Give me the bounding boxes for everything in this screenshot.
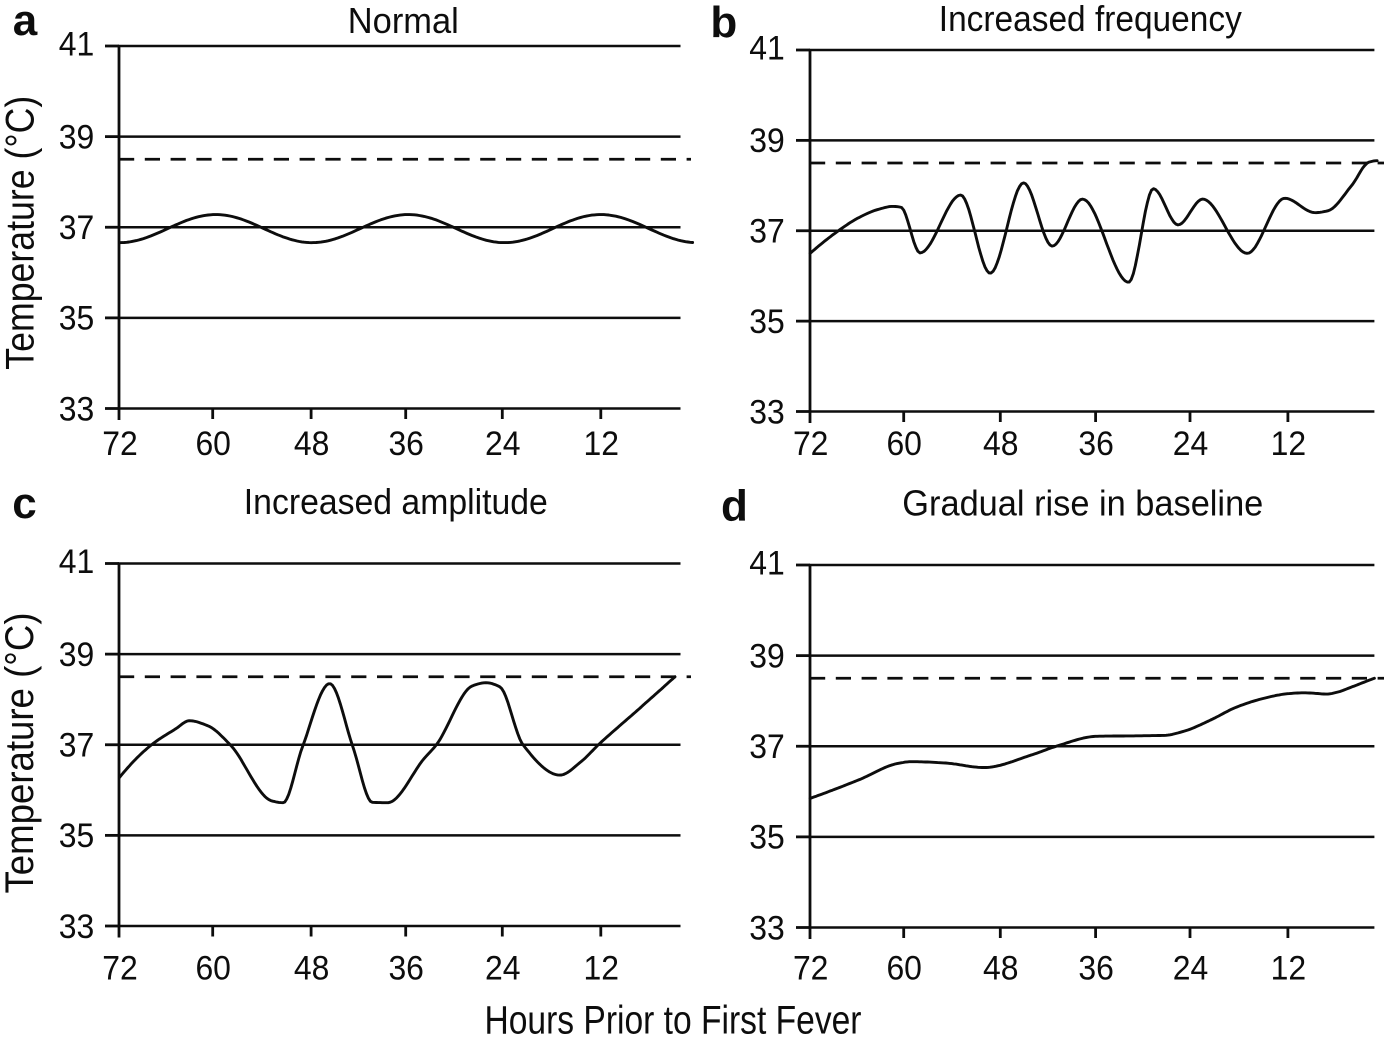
svg-text:12: 12 [584,950,620,988]
svg-text:39: 39 [749,637,785,675]
svg-text:Temperature (°C): Temperature (°C) [0,613,42,894]
svg-text:48: 48 [294,425,330,463]
svg-text:Temperature (°C): Temperature (°C) [0,96,43,370]
svg-text:41: 41 [59,25,95,63]
svg-text:33: 33 [59,390,95,428]
svg-text:37: 37 [749,728,785,766]
svg-text:c: c [12,479,36,528]
svg-text:Increased frequency: Increased frequency [939,0,1242,39]
svg-text:36: 36 [388,425,424,463]
svg-text:36: 36 [388,950,424,988]
svg-text:33: 33 [749,393,785,431]
svg-text:12: 12 [1271,950,1307,988]
svg-text:36: 36 [1078,950,1114,988]
svg-text:37: 37 [59,209,95,247]
svg-text:60: 60 [886,950,922,988]
svg-text:36: 36 [1078,425,1114,463]
svg-text:33: 33 [59,908,95,946]
svg-text:24: 24 [485,425,521,463]
svg-text:a: a [13,0,38,45]
svg-text:48: 48 [983,425,1019,463]
svg-text:12: 12 [1271,425,1307,463]
svg-text:35: 35 [749,819,785,857]
svg-text:Hours Prior to First Fever: Hours Prior to First Fever [485,999,862,1042]
svg-text:72: 72 [793,425,829,463]
svg-text:72: 72 [793,950,829,988]
svg-text:Increased amplitude: Increased amplitude [244,481,548,522]
svg-text:48: 48 [983,950,1019,988]
svg-text:39: 39 [749,122,785,160]
svg-text:60: 60 [886,425,922,463]
svg-text:37: 37 [59,727,95,765]
svg-text:48: 48 [294,950,330,988]
svg-text:60: 60 [195,950,231,988]
svg-text:12: 12 [584,425,620,463]
svg-text:d: d [721,481,748,530]
svg-text:24: 24 [1173,950,1209,988]
svg-text:35: 35 [59,300,95,338]
svg-text:35: 35 [59,817,95,855]
svg-text:24: 24 [1173,425,1209,463]
svg-text:60: 60 [195,425,231,463]
svg-text:41: 41 [59,543,95,581]
svg-text:41: 41 [749,29,785,67]
svg-text:72: 72 [102,425,138,463]
svg-text:72: 72 [102,950,138,988]
svg-text:41: 41 [749,544,785,582]
svg-text:35: 35 [749,303,785,341]
svg-text:24: 24 [485,950,521,988]
svg-text:37: 37 [749,213,785,251]
svg-text:33: 33 [749,909,785,947]
svg-text:b: b [710,0,737,47]
svg-text:39: 39 [59,118,95,156]
svg-text:Gradual rise in baseline: Gradual rise in baseline [902,483,1263,524]
svg-text:39: 39 [59,636,95,674]
svg-text:Normal: Normal [348,0,459,41]
